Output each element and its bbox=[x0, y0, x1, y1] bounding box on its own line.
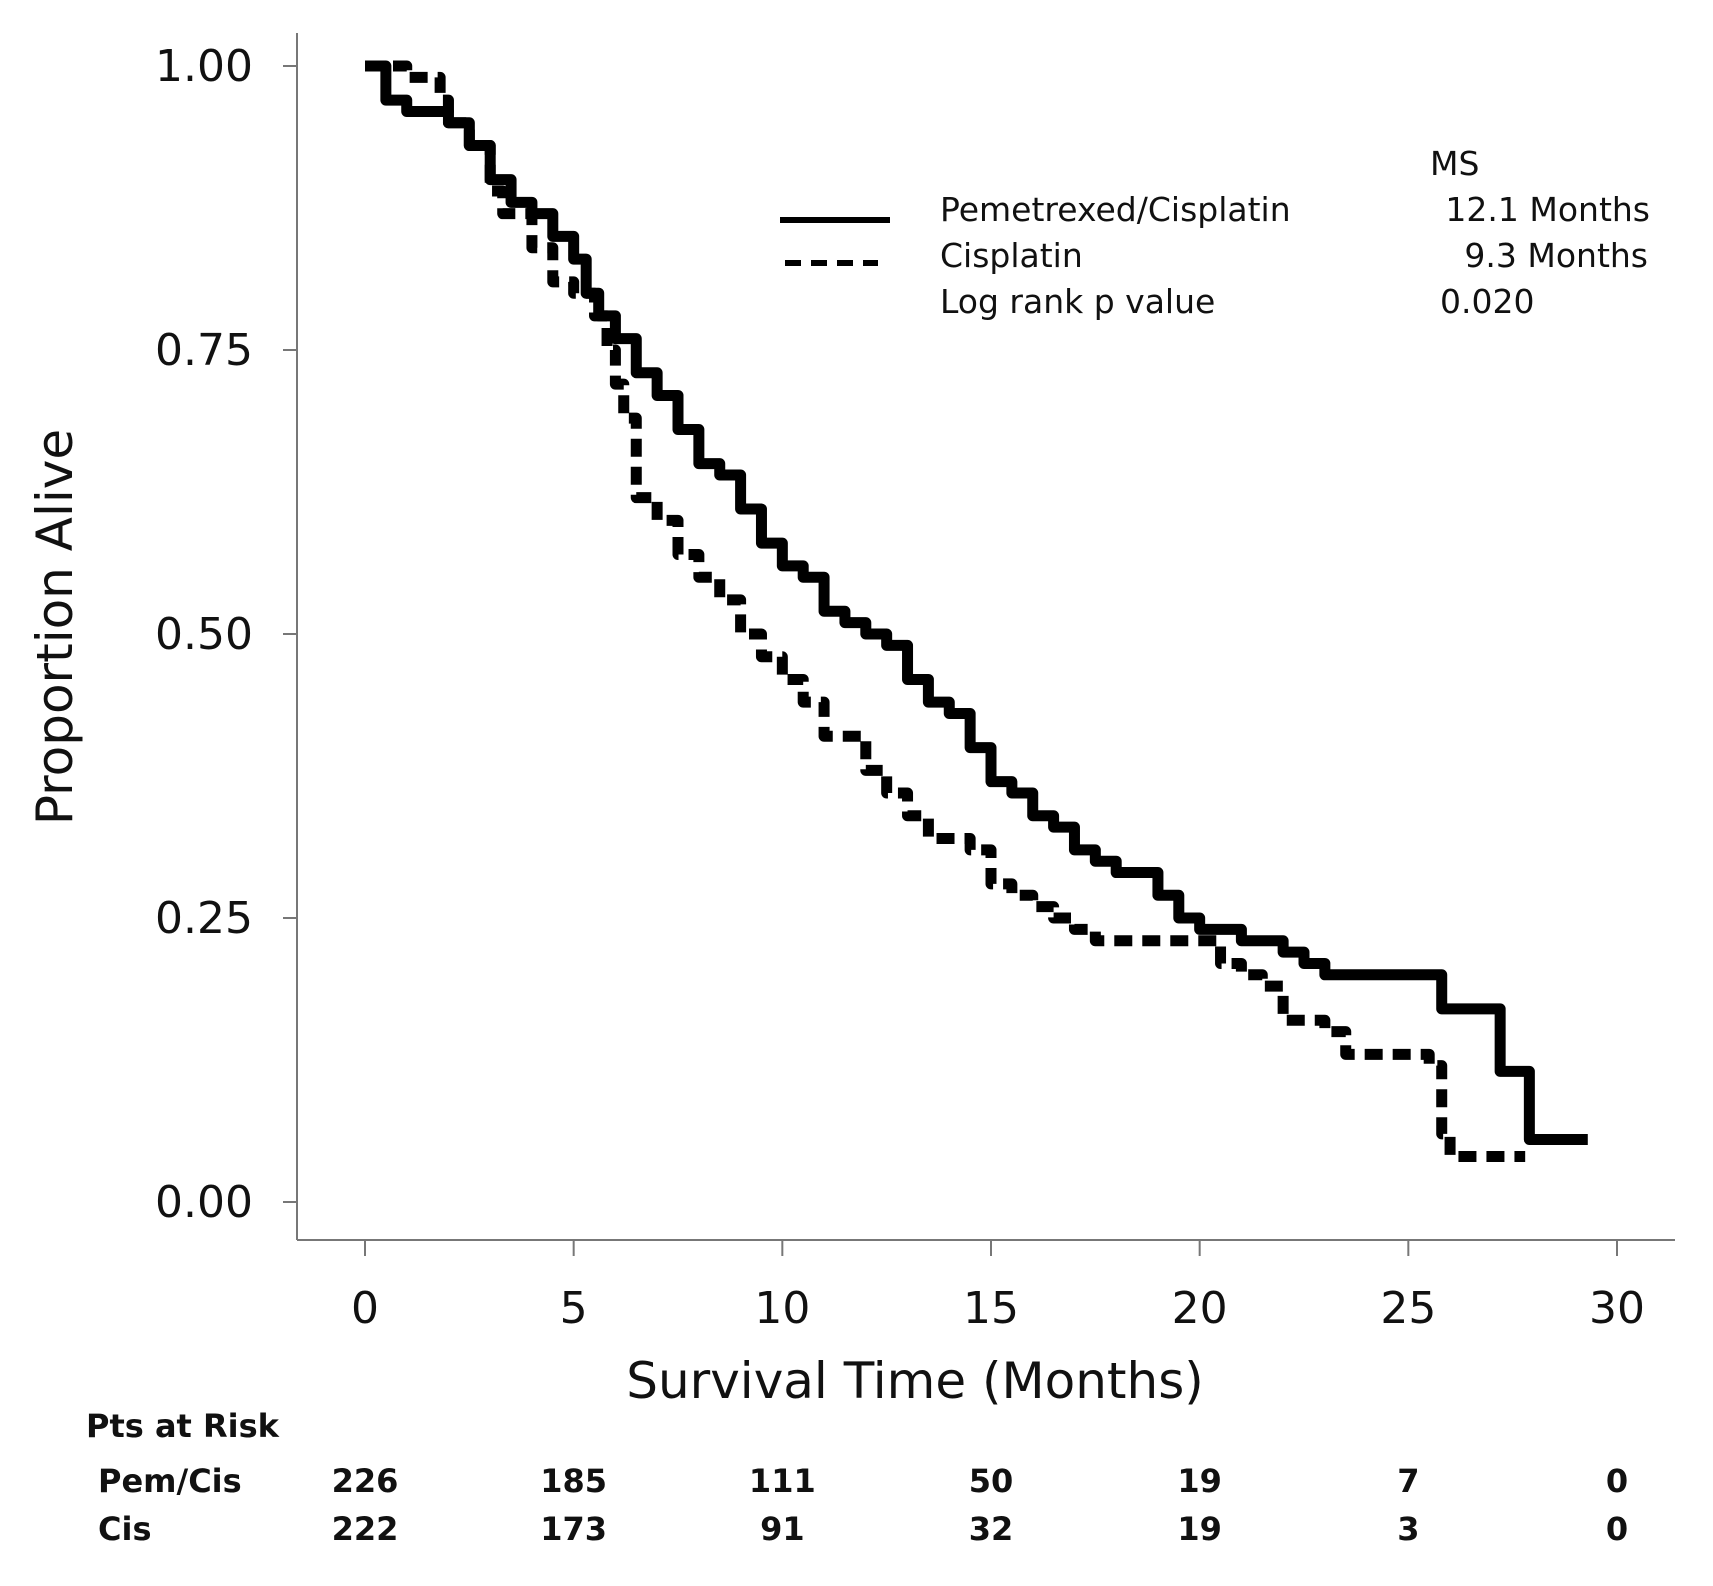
x-tick-label: 5 bbox=[560, 1283, 588, 1334]
risk-row-label-pem-cis: Pem/Cis bbox=[98, 1462, 242, 1500]
x-tick-label: 0 bbox=[351, 1283, 379, 1334]
y-tick-label: 1.00 bbox=[155, 41, 253, 92]
legend-value-pem-cis: 12.1 Months bbox=[1445, 190, 1650, 229]
legend-value-logrank: 0.020 bbox=[1440, 282, 1534, 321]
y-tick-label: 0.25 bbox=[155, 893, 253, 944]
risk-value: 173 bbox=[540, 1510, 607, 1548]
risk-value: 111 bbox=[749, 1462, 816, 1500]
risk-value: 0 bbox=[1606, 1510, 1628, 1548]
x-tick-label: 10 bbox=[754, 1283, 810, 1334]
legend-label-pem-cis: Pemetrexed/Cisplatin bbox=[940, 190, 1291, 229]
risk-value: 3 bbox=[1397, 1510, 1419, 1548]
legend-label-cis: Cisplatin bbox=[940, 236, 1083, 275]
y-tick-label: 0.50 bbox=[155, 609, 253, 660]
y-tick-label: 0.75 bbox=[155, 325, 253, 376]
risk-table-title: Pts at Risk bbox=[86, 1407, 280, 1445]
risk-value: 50 bbox=[969, 1462, 1014, 1500]
risk-value: 185 bbox=[540, 1462, 607, 1500]
risk-value: 19 bbox=[1177, 1510, 1222, 1548]
risk-value: 19 bbox=[1177, 1462, 1222, 1500]
risk-value: 91 bbox=[760, 1510, 805, 1548]
legend-value-cis: 9.3 Months bbox=[1464, 236, 1648, 275]
risk-value: 7 bbox=[1397, 1462, 1419, 1500]
x-axis-label: Survival Time (Months) bbox=[626, 1352, 1204, 1410]
risk-table: Pts at Risk Pem/Cis Cis 226 185 111 50 19 7 0 2… bbox=[86, 1407, 1628, 1548]
survival-curve-pem-cis bbox=[365, 60, 1588, 1146]
risk-value: 0 bbox=[1606, 1462, 1628, 1500]
risk-row-label-cis: Cis bbox=[98, 1510, 152, 1548]
x-tick-label: 25 bbox=[1380, 1283, 1436, 1334]
x-tick-label: 15 bbox=[963, 1283, 1019, 1334]
legend: MS Pemetrexed/Cisplatin Cisplatin Log ra… bbox=[780, 144, 1650, 321]
survival-curve-cis bbox=[365, 60, 1526, 1163]
y-axis-label: Proportion Alive bbox=[26, 429, 84, 825]
x-tick-label: 20 bbox=[1172, 1283, 1228, 1334]
risk-value: 226 bbox=[332, 1462, 399, 1500]
y-tick-label: 0.00 bbox=[155, 1177, 253, 1228]
risk-value: 32 bbox=[969, 1510, 1014, 1548]
legend-header: MS bbox=[1430, 144, 1479, 183]
risk-value: 222 bbox=[332, 1510, 399, 1548]
legend-label-logrank: Log rank p value bbox=[940, 282, 1215, 321]
x-tick-label: 30 bbox=[1589, 1283, 1645, 1334]
